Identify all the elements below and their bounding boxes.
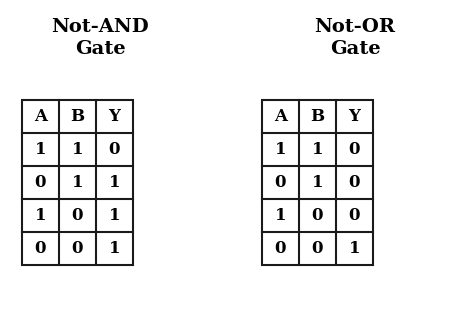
Text: 1: 1 xyxy=(35,141,46,158)
Text: 1: 1 xyxy=(275,141,286,158)
Text: A: A xyxy=(274,108,287,125)
Text: 0: 0 xyxy=(35,174,46,191)
Text: 1: 1 xyxy=(72,174,83,191)
Text: Y: Y xyxy=(109,108,120,125)
Text: Not-AND
Gate: Not-AND Gate xyxy=(51,18,149,58)
Text: 1: 1 xyxy=(312,174,323,191)
Text: 0: 0 xyxy=(275,174,286,191)
Text: 1: 1 xyxy=(349,240,360,257)
Text: 0: 0 xyxy=(35,240,46,257)
Text: 1: 1 xyxy=(109,174,120,191)
Text: 0: 0 xyxy=(312,240,323,257)
Text: 0: 0 xyxy=(109,141,120,158)
Bar xyxy=(22,100,133,265)
Bar xyxy=(262,100,373,265)
Text: 0: 0 xyxy=(72,240,83,257)
Text: Y: Y xyxy=(348,108,360,125)
Text: 1: 1 xyxy=(312,141,323,158)
Text: 1: 1 xyxy=(72,141,83,158)
Text: 0: 0 xyxy=(275,240,286,257)
Text: 0: 0 xyxy=(312,207,323,224)
Text: 0: 0 xyxy=(349,141,360,158)
Text: 1: 1 xyxy=(35,207,46,224)
Text: 0: 0 xyxy=(349,174,360,191)
Text: Not-OR
Gate: Not-OR Gate xyxy=(315,18,395,58)
Text: B: B xyxy=(71,108,84,125)
Text: 0: 0 xyxy=(349,207,360,224)
Text: 1: 1 xyxy=(275,207,286,224)
Text: 1: 1 xyxy=(109,240,120,257)
Text: 1: 1 xyxy=(109,207,120,224)
Text: 0: 0 xyxy=(72,207,83,224)
Text: B: B xyxy=(310,108,325,125)
Text: A: A xyxy=(34,108,47,125)
